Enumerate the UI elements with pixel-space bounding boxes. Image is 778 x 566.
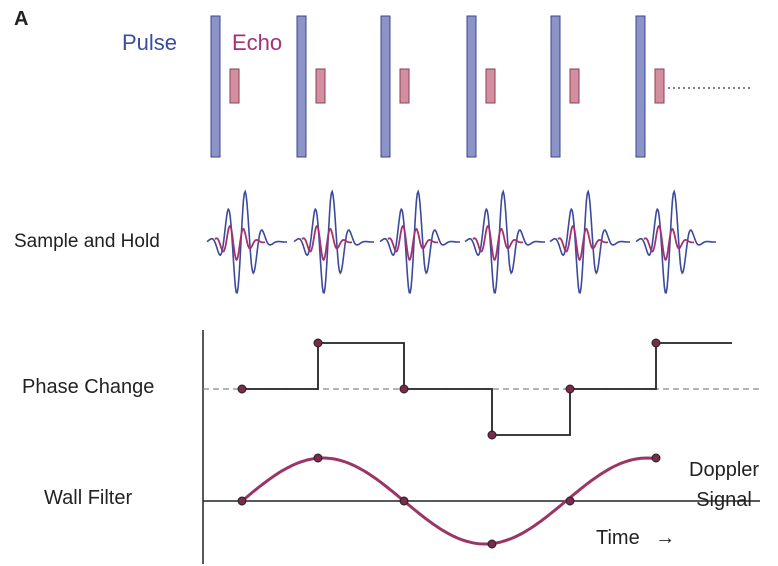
wall-sample-point [237, 496, 247, 506]
pulse-echo-row [210, 15, 665, 158]
doppler-label-line1: Doppler [689, 459, 760, 481]
phase-sample-point [565, 384, 575, 394]
time-label: Time → [596, 527, 675, 550]
wall-sample-point [565, 496, 575, 506]
echo-wave-magenta [301, 224, 353, 262]
echo-wave-magenta [557, 224, 609, 262]
phase-sample-point [487, 430, 497, 440]
wall-sample-point [313, 453, 323, 463]
echo-wave-blue [549, 189, 630, 294]
echo-bar [654, 68, 665, 104]
doppler-sine-curve [241, 456, 657, 546]
time-arrow-icon: → [655, 527, 676, 549]
echo-bar [229, 68, 240, 104]
phase-sample-point [237, 384, 247, 394]
wall-filter-sine [237, 453, 661, 549]
echo-label: Echo [232, 30, 283, 55]
pulse-bar [210, 15, 221, 158]
pulse-bar [296, 15, 307, 158]
echo-wave-blue [206, 189, 287, 294]
doppler-signal-label: Doppler Signal [689, 455, 759, 515]
panel-letter: A [14, 8, 29, 30]
pulse-bar [635, 15, 646, 158]
pulse-label: Pulse [122, 30, 178, 55]
echo-bar [399, 68, 410, 104]
phase-sample-point [651, 338, 661, 348]
echo-wave-magenta [643, 224, 695, 262]
echo-bar [485, 68, 496, 104]
echo-wave-blue [379, 189, 460, 294]
phase-sample-point [399, 384, 409, 394]
echo-wave-magenta [387, 224, 439, 262]
echo-wave-blue [293, 189, 374, 294]
sample-and-hold-label: Sample and Hold [14, 231, 160, 252]
wall-sample-point [651, 453, 661, 463]
echo-wave-magenta [214, 224, 266, 262]
echo-wave-blue [464, 189, 545, 294]
phase-change-step [237, 338, 732, 440]
phase-sample-point [313, 338, 323, 348]
echo-wave-blue [635, 189, 716, 294]
wall-filter-label: Wall Filter [44, 487, 133, 509]
wall-sample-point [399, 496, 409, 506]
pulse-bar [380, 15, 391, 158]
phase-step-line [242, 342, 732, 436]
wall-sample-point [487, 539, 497, 549]
echo-bar [569, 68, 580, 104]
sample-and-hold-waves [206, 189, 716, 294]
phase-change-label: Phase Change [22, 376, 155, 398]
time-text: Time [596, 527, 640, 549]
doppler-label-line2: Signal [696, 489, 752, 511]
echo-bar [315, 68, 326, 104]
pulse-bar [466, 15, 477, 158]
echo-wave-magenta [472, 224, 524, 262]
pulse-bar [550, 15, 561, 158]
